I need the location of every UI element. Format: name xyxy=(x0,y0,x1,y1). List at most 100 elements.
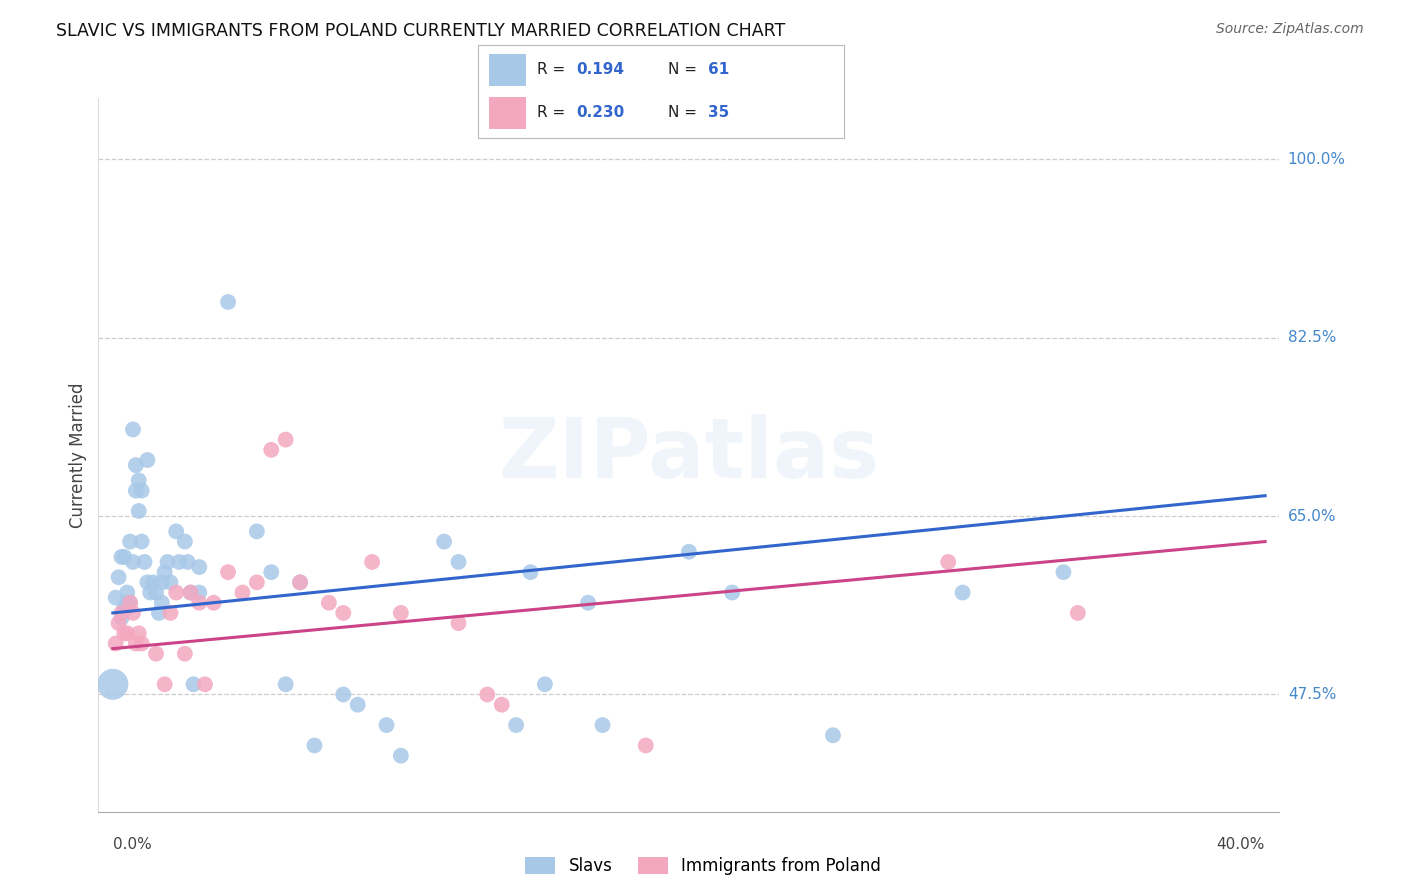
Point xyxy=(110,549,132,564)
Point xyxy=(112,600,135,615)
Point xyxy=(180,585,202,599)
Point xyxy=(101,677,124,691)
Point xyxy=(136,453,159,467)
Text: 0.230: 0.230 xyxy=(576,105,626,120)
Point xyxy=(167,555,190,569)
Point xyxy=(153,677,176,691)
Text: N =: N = xyxy=(668,105,702,120)
Point xyxy=(131,483,153,498)
Point xyxy=(188,560,211,574)
Point xyxy=(145,585,167,599)
Bar xyxy=(489,54,526,86)
Point xyxy=(433,534,456,549)
Point xyxy=(134,555,156,569)
Point xyxy=(173,647,195,661)
Point xyxy=(304,739,326,753)
Point xyxy=(477,688,499,702)
Point xyxy=(148,606,170,620)
Point xyxy=(115,600,138,615)
Point xyxy=(131,534,153,549)
Point xyxy=(112,626,135,640)
Point xyxy=(1052,565,1074,579)
Point xyxy=(246,575,269,590)
Point xyxy=(332,688,354,702)
Point xyxy=(165,524,187,539)
Point xyxy=(120,596,142,610)
Point xyxy=(634,739,657,753)
Point xyxy=(159,575,181,590)
Point xyxy=(375,718,398,732)
Text: R =: R = xyxy=(537,62,569,78)
Point xyxy=(128,474,150,488)
Point xyxy=(288,575,311,590)
Point xyxy=(128,504,150,518)
Bar xyxy=(489,97,526,129)
Point xyxy=(678,545,700,559)
Text: 0.0%: 0.0% xyxy=(112,837,152,852)
Text: 40.0%: 40.0% xyxy=(1216,837,1265,852)
Point xyxy=(115,596,138,610)
Point xyxy=(260,565,283,579)
Point xyxy=(217,295,239,310)
Point xyxy=(202,596,225,610)
Point xyxy=(142,575,165,590)
Point xyxy=(447,616,470,631)
Point xyxy=(150,575,173,590)
Point xyxy=(519,565,541,579)
Point xyxy=(150,596,173,610)
Text: 35: 35 xyxy=(709,105,730,120)
Text: R =: R = xyxy=(537,105,569,120)
Point xyxy=(120,534,142,549)
Text: 82.5%: 82.5% xyxy=(1288,330,1336,345)
Text: ZIPatlas: ZIPatlas xyxy=(499,415,879,495)
Point xyxy=(180,585,202,599)
Point xyxy=(288,575,311,590)
Point xyxy=(592,718,614,732)
Text: 65.0%: 65.0% xyxy=(1288,508,1336,524)
Y-axis label: Currently Married: Currently Married xyxy=(69,382,87,528)
Point xyxy=(721,585,744,599)
Point xyxy=(115,626,138,640)
Point xyxy=(534,677,557,691)
Point xyxy=(125,458,148,472)
Point xyxy=(389,748,412,763)
Point xyxy=(145,647,167,661)
Text: 0.194: 0.194 xyxy=(576,62,624,78)
Point xyxy=(821,728,844,742)
Point xyxy=(576,596,599,610)
Point xyxy=(122,606,145,620)
Point xyxy=(1067,606,1090,620)
Point xyxy=(231,585,253,599)
Point xyxy=(274,433,297,447)
Text: 100.0%: 100.0% xyxy=(1288,152,1346,167)
Point xyxy=(156,555,179,569)
Point xyxy=(107,616,129,631)
Point xyxy=(131,636,153,650)
Point xyxy=(122,555,145,569)
Point xyxy=(128,626,150,640)
Point xyxy=(361,555,384,569)
Point xyxy=(332,606,354,620)
Point xyxy=(217,565,239,579)
Point xyxy=(159,606,181,620)
Point xyxy=(346,698,368,712)
Point xyxy=(505,718,527,732)
Point xyxy=(104,636,127,650)
Text: Source: ZipAtlas.com: Source: ZipAtlas.com xyxy=(1216,22,1364,37)
Point xyxy=(274,677,297,691)
Point xyxy=(139,585,162,599)
Point xyxy=(104,591,127,605)
Point xyxy=(125,636,148,650)
Point xyxy=(153,565,176,579)
Point xyxy=(165,585,187,599)
Text: N =: N = xyxy=(668,62,702,78)
Point xyxy=(952,585,974,599)
Point xyxy=(112,549,135,564)
Point xyxy=(115,585,138,599)
Point xyxy=(177,555,200,569)
Point xyxy=(122,422,145,436)
Point xyxy=(194,677,217,691)
Point xyxy=(246,524,269,539)
Point xyxy=(389,606,412,620)
Point xyxy=(183,677,205,691)
